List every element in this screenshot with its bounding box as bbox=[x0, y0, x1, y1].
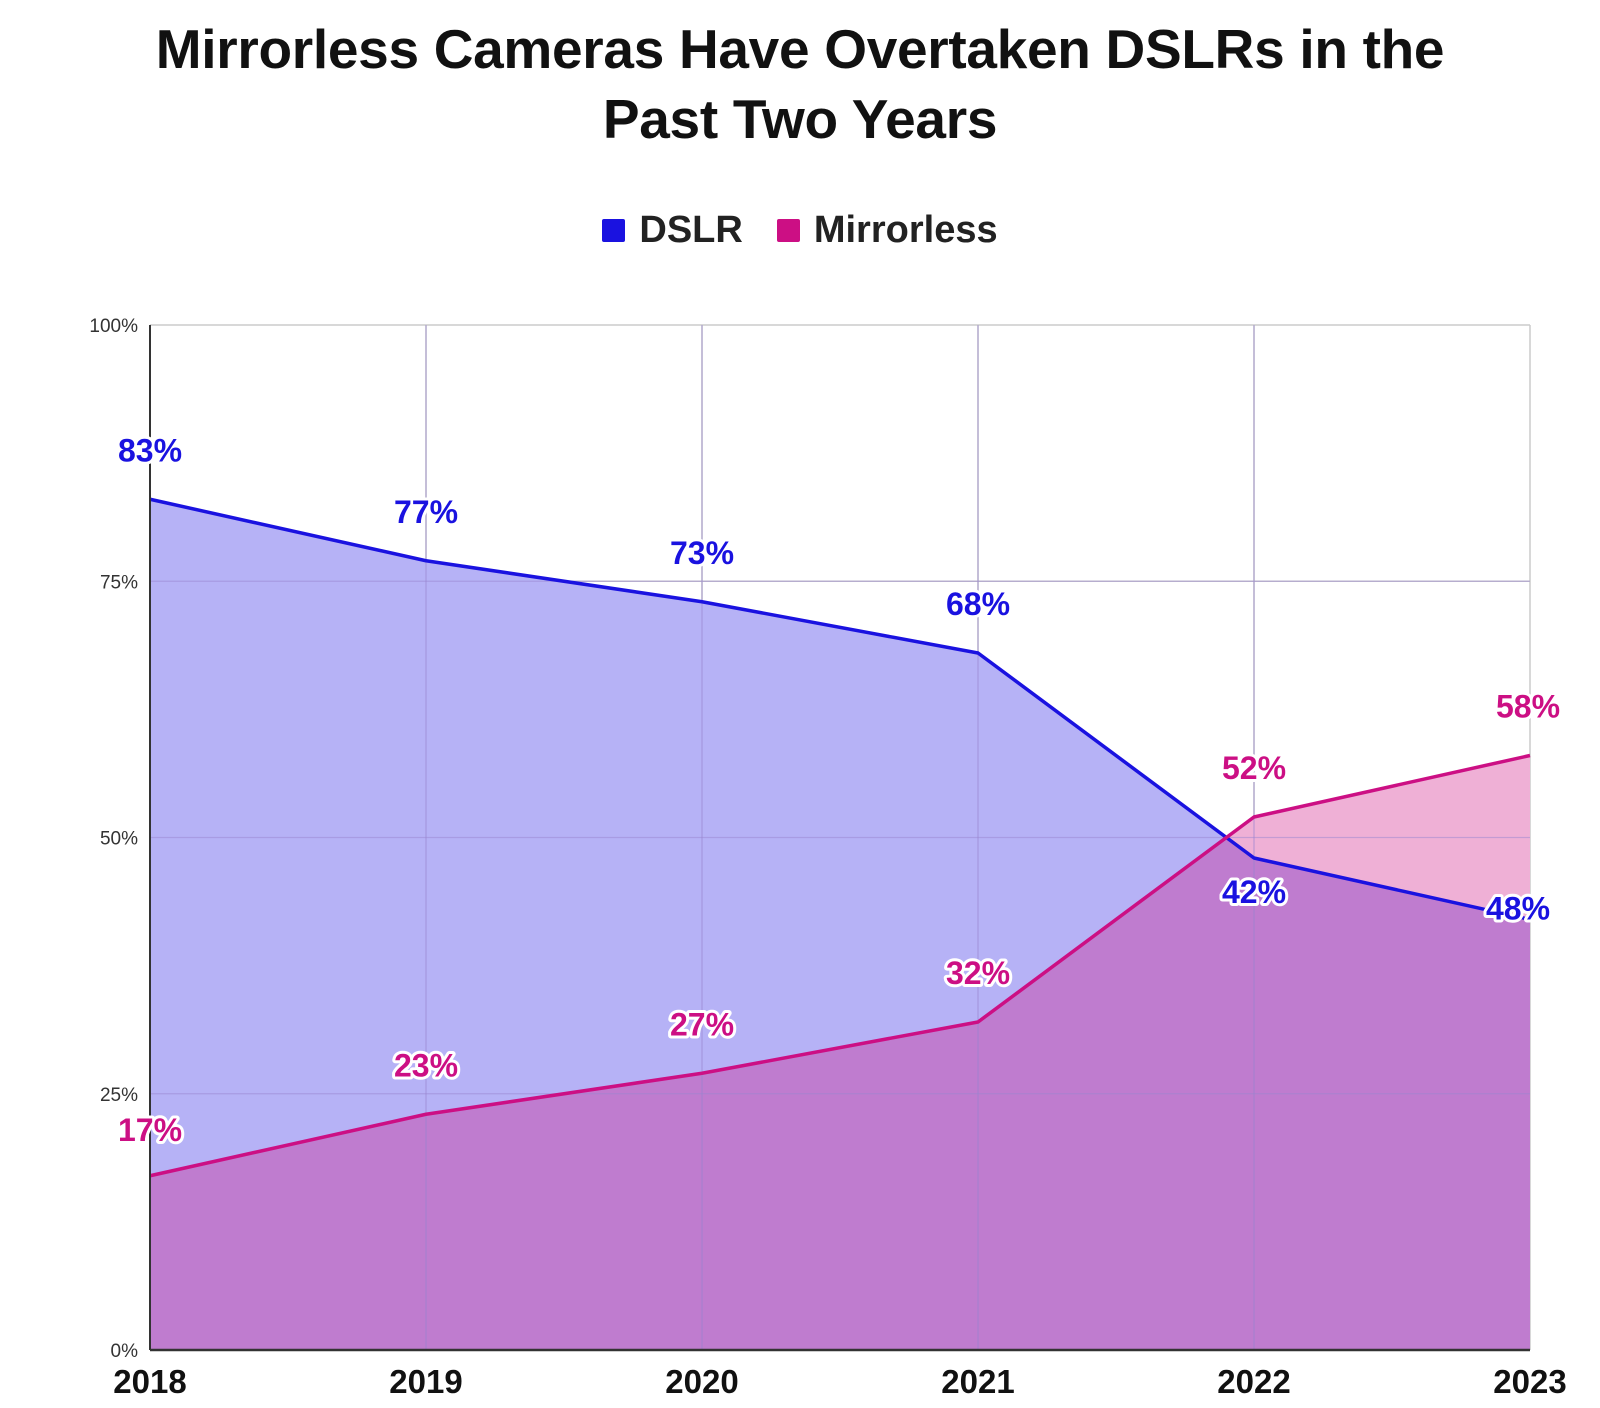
data-label-mirrorless: 27% bbox=[670, 1006, 734, 1042]
y-tick-label: 100% bbox=[89, 316, 138, 337]
legend-item-dslr: DSLR bbox=[602, 208, 743, 252]
chart-title-line-2: Past Two Years bbox=[602, 88, 998, 150]
y-tick-label: 25% bbox=[100, 1085, 138, 1106]
chart-title-line-1: Mirrorless Cameras Have Overtaken DSLRs … bbox=[155, 18, 1445, 80]
x-tick-label: 2023 bbox=[1493, 1363, 1566, 1400]
y-tick-label: 50% bbox=[100, 829, 138, 850]
data-label-dslr: 42% bbox=[1222, 874, 1286, 910]
legend-label-dslr: DSLR bbox=[639, 208, 743, 251]
x-tick-label: 2019 bbox=[389, 1363, 462, 1400]
x-tick-label: 2022 bbox=[1217, 1363, 1290, 1400]
data-label-dslr: 83% bbox=[118, 432, 182, 468]
legend-label-mirrorless: Mirrorless bbox=[813, 208, 998, 251]
legend-swatch-mirrorless bbox=[776, 218, 800, 242]
data-label-mirrorless: 23% bbox=[394, 1047, 458, 1083]
series-line-dslr bbox=[149, 497, 1531, 922]
y-tick-label: 0% bbox=[111, 1341, 139, 1362]
x-tick-label: 2020 bbox=[665, 1363, 738, 1400]
data-label-mirrorless: 58% bbox=[1496, 689, 1560, 725]
data-label-dslr: 77% bbox=[394, 494, 458, 530]
x-tick-label: 2018 bbox=[113, 1363, 186, 1400]
data-label-dslr: 73% bbox=[670, 535, 734, 571]
data-label-mirrorless: 17% bbox=[118, 1112, 182, 1148]
y-tick-label: 75% bbox=[100, 572, 138, 593]
data-label-dslr: 48% bbox=[1486, 891, 1550, 927]
chart-legend: DSLR Mirrorless bbox=[0, 205, 1600, 255]
data-label-mirrorless: 52% bbox=[1222, 750, 1286, 786]
legend-swatch-dslr bbox=[602, 218, 626, 242]
data-label-dslr: 68% bbox=[946, 586, 1010, 622]
legend-item-mirrorless: Mirrorless bbox=[776, 208, 998, 252]
data-label-mirrorless: 32% bbox=[946, 955, 1010, 991]
x-tick-label: 2021 bbox=[941, 1363, 1014, 1400]
series-line-mirrorless bbox=[149, 753, 1531, 1178]
chart-title: Mirrorless Cameras Have Overtaken DSLRs … bbox=[80, 14, 1520, 154]
